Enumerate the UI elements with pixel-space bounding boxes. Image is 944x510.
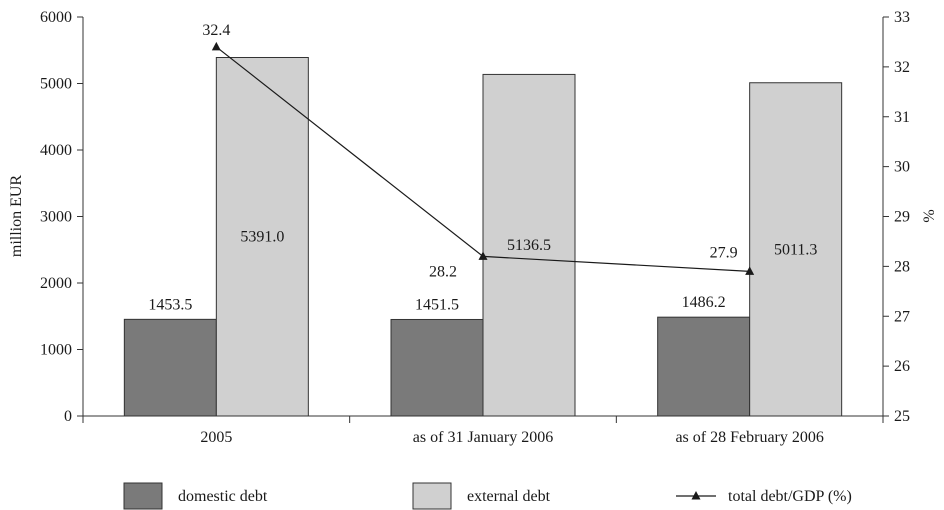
legend-line-marker — [691, 491, 701, 500]
legend-swatch-1 — [412, 482, 452, 510]
right-tick-label-2: 27 — [894, 308, 910, 325]
right-tick-label-4: 29 — [894, 209, 910, 226]
left-tick-label-5: 5000 — [40, 76, 72, 93]
bar-domestic-debt-2 — [657, 316, 751, 417]
left-tick-label-4: 4000 — [40, 142, 72, 159]
right-tick-label-8: 33 — [894, 9, 910, 26]
plot-area: 1453.5 5391.0 1451.5 5136.5 1486.2 5011.3 32.4… — [123, 22, 843, 417]
y-axis-title: million EUR — [8, 175, 25, 258]
right-tick-label-7: 32 — [894, 59, 910, 76]
x-tick-label-1: as of 31 January 2006 — [413, 429, 553, 446]
right-tick-label-6: 31 — [894, 109, 910, 126]
data-label-debt-gdp-1: 28.2 — [429, 263, 457, 280]
data-label-debt-gdp-2: 27.9 — [710, 244, 738, 261]
data-label-domestic-0: 1453.5 — [148, 296, 192, 313]
legend-label-line: total debt/GDP (%) — [728, 488, 852, 505]
data-label-external-0: 5391.0 — [240, 229, 284, 246]
data-label-external-1: 5136.5 — [507, 237, 551, 254]
data-label-domestic-2: 1486.2 — [682, 294, 726, 311]
right-tick-label-1: 26 — [894, 358, 910, 375]
left-tick-label-0: 0 — [64, 408, 72, 425]
axes: 0 1000 2000 3000 4000 5000 6000 25 26 27 28 29 30 31 3… — [8, 9, 938, 446]
legend-swatch-0 — [123, 482, 163, 510]
bar-external-debt-1 — [482, 73, 576, 417]
x-tick-label-2: as of 28 February 2006 — [675, 429, 823, 446]
bar-domestic-debt-0 — [123, 318, 217, 417]
bar-external-debt-0 — [215, 56, 309, 417]
left-tick-label-6: 6000 — [40, 9, 72, 26]
right-tick-label-5: 30 — [894, 159, 910, 176]
line-marker-0 — [211, 41, 221, 51]
left-tick-label-2: 2000 — [40, 275, 72, 292]
x-tick-label-0: 2005 — [200, 429, 232, 446]
right-tick-label-0: 25 — [894, 408, 910, 425]
legend-label-1: external debt — [467, 488, 551, 505]
left-tick-label-3: 3000 — [40, 209, 72, 226]
legend: domestic debt external debt total debt/GDP… — [123, 482, 852, 510]
left-tick-label-1: 1000 — [40, 342, 72, 359]
legend-label-0: domestic debt — [178, 488, 268, 505]
bar-domestic-debt-1 — [390, 318, 484, 417]
data-label-domestic-1: 1451.5 — [415, 296, 459, 313]
line-marker-1 — [478, 251, 488, 260]
data-label-debt-gdp-0: 32.4 — [202, 22, 230, 39]
line-marker-2 — [745, 266, 755, 275]
data-label-external-2: 5011.3 — [774, 241, 817, 258]
bar-external-debt-2 — [749, 82, 843, 417]
right-tick-label-3: 28 — [894, 258, 910, 275]
y2-axis-title: % — [921, 209, 938, 222]
